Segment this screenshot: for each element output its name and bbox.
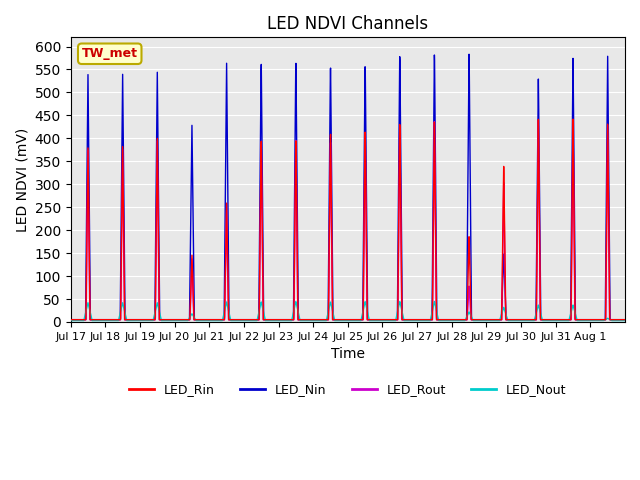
X-axis label: Time: Time (331, 347, 365, 361)
Y-axis label: LED NDVI (mV): LED NDVI (mV) (15, 128, 29, 232)
Legend: LED_Rin, LED_Nin, LED_Rout, LED_Nout: LED_Rin, LED_Nin, LED_Rout, LED_Nout (124, 378, 572, 401)
Title: LED NDVI Channels: LED NDVI Channels (268, 15, 428, 33)
Text: TW_met: TW_met (82, 47, 138, 60)
